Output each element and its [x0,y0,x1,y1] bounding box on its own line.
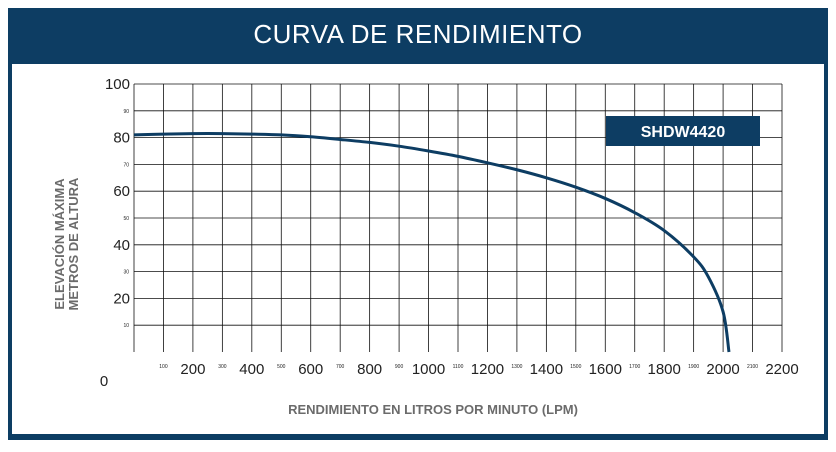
x-tick-label-minor: 100 [159,364,168,370]
chart-frame: CURVA DE RENDIMIENTO 20 40 60 80 100 10 30 50 70… [8,8,828,440]
x-tick-label-minor: 1700 [629,364,640,370]
y-tick-label-minor: 90 [123,109,129,115]
x-axis-title: RENDIMIENTO EN LITROS POR MINUTO (LPM) [288,402,578,417]
x-tick-label: 1200 [471,361,504,378]
y-axis-ticks: 20 40 60 80 100 10 30 50 70 90 [105,76,130,329]
y-axis-title: ELEVACIÓN MÁXIMA METROS DE ALTURA [52,177,81,310]
x-tick-label-minor: 1100 [453,364,464,370]
title-banner: CURVA DE RENDIMIENTO [8,8,828,60]
origin-label: 0 [100,373,108,390]
x-tick-label: 800 [357,361,382,378]
x-tick-label-minor: 1900 [688,364,699,370]
legend-box [606,116,760,146]
x-tick-label-minor: 700 [336,364,345,370]
y-axis-title-line-1: ELEVACIÓN MÁXIMA [52,178,67,310]
x-tick-label-minor: 1300 [511,364,522,370]
x-tick-label: 1800 [647,361,680,378]
y-tick-label-minor: 50 [123,216,129,222]
x-tick-label-minor: 500 [277,364,286,370]
y-tick-label: 40 [113,237,130,254]
y-tick-label: 60 [113,183,130,200]
legend: SHDW4420 [606,116,760,146]
x-tick-label-minor: 900 [395,364,404,370]
x-tick-label-minor: 300 [218,364,227,370]
x-tick-label-minor: 2100 [747,364,758,370]
y-tick-label: 80 [113,130,130,147]
x-tick-label: 1000 [412,361,445,378]
grid [133,83,783,352]
x-tick-label: 600 [298,361,323,378]
series-line-shdw4420 [133,132,731,353]
x-tick-label: 1400 [530,361,563,378]
chart-panel: 20 40 60 80 100 10 30 50 70 90 200 400 600 800 1000 12… [12,64,824,434]
y-tick-label-minor: 10 [123,323,129,329]
x-tick-label: 400 [239,361,264,378]
x-tick-label-minor: 1500 [570,364,581,370]
x-tick-label: 200 [180,361,205,378]
y-tick-label: 100 [105,76,130,93]
y-axis-title-line-2: METROS DE ALTURA [66,177,81,310]
y-tick-label: 20 [113,290,130,307]
x-axis-ticks: 200 400 600 800 1000 1200 1400 1600 1800 2000 2200… [159,361,798,378]
y-tick-label-minor: 70 [123,162,129,168]
y-tick-label-minor: 30 [123,270,129,276]
chart-title: CURVA DE RENDIMIENTO [253,18,583,49]
x-tick-label: 2200 [765,361,798,378]
x-tick-label: 1600 [589,361,622,378]
x-tick-label: 2000 [706,361,739,378]
legend-label: SHDW4420 [641,124,726,141]
